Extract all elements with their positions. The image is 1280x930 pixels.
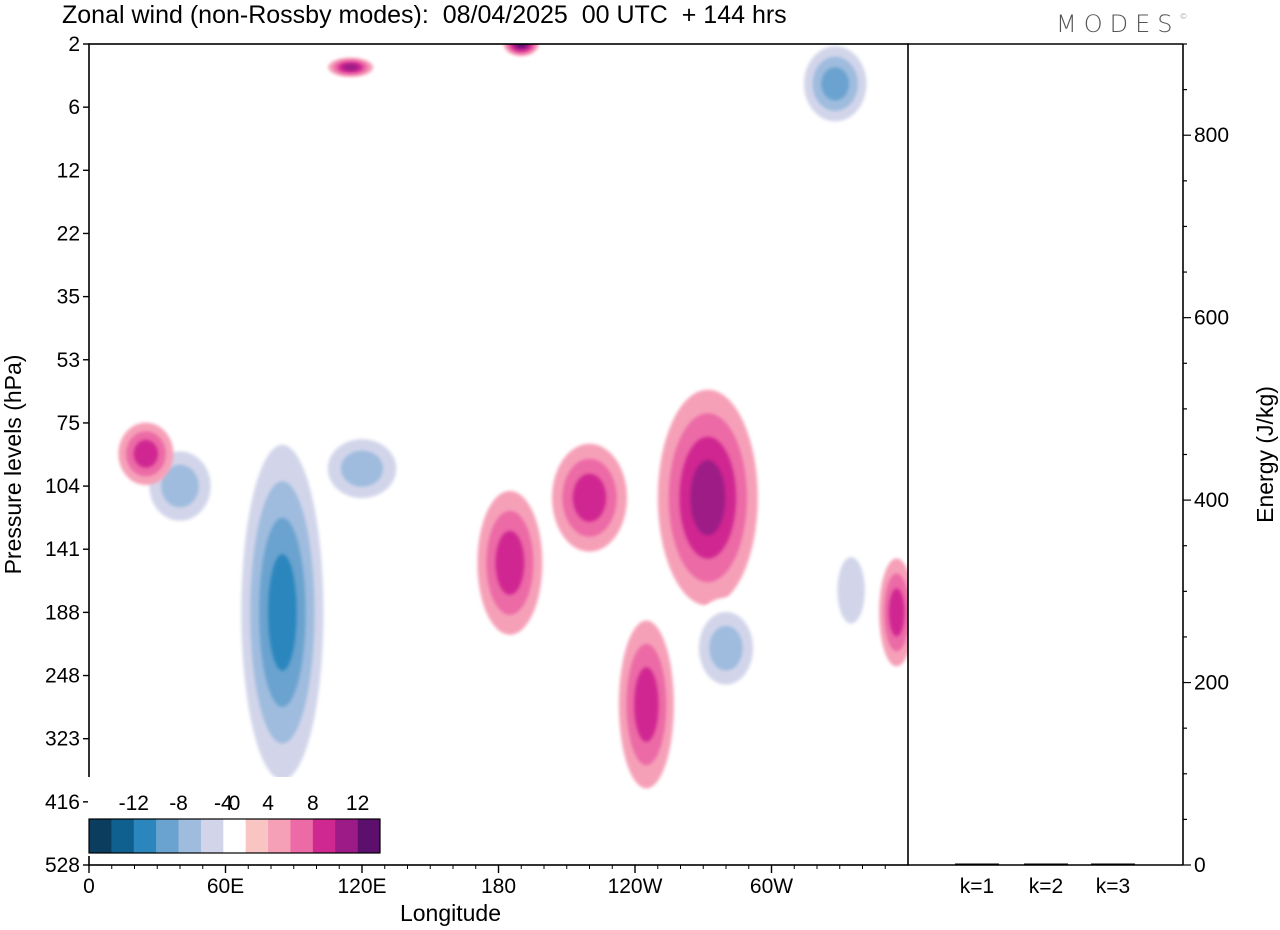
contour-blob [888,588,905,637]
colorbar-swatch [156,819,179,853]
y-tick-label: 416 [45,791,80,814]
colorbar-swatch [312,819,336,853]
energy-category-label: k=1 [960,875,994,898]
colorbar-label: 0 [229,792,241,815]
brand-mark: © [1179,12,1188,21]
contour-blob [495,530,525,595]
contour-blob [821,67,850,101]
colorbar-swatch [111,819,135,853]
energy-tick-label: 200 [1194,672,1229,695]
energy-category-label: k=3 [1096,875,1130,898]
x-tick-label: 60E [207,875,244,898]
contour-blob [709,625,743,671]
colorbar-label: -8 [169,792,188,815]
brand-logo: MODES© [1056,10,1187,38]
y-tick-label: 323 [45,728,80,751]
energy-axis-label: Energy (J/kg) [1252,386,1278,523]
energy-bar [955,863,999,865]
contour-blob [837,557,865,624]
contour-blob [634,667,659,742]
y-tick-label: 141 [45,538,80,561]
y-tick-label: 2 [68,33,80,56]
colorbar-label: -4 [214,792,233,815]
colorbar-swatch [200,819,224,853]
energy-bar [1024,863,1068,865]
y-axis-label: Pressure levels (hPa) [0,355,26,575]
x-tick-label: 120W [608,875,663,898]
colorbar-label: 4 [262,792,274,815]
energy-panel: 0 200 400 600 800 Energy (J/kg) k=1 k=2 k=3 [908,43,1278,898]
contour-blob [690,460,726,536]
y-tick-label: 75 [57,412,80,435]
colorbar-label: 12 [346,792,369,815]
y-tick-label: 53 [57,349,80,372]
colorbar-label: -12 [119,792,149,815]
y-tick-label: 6 [68,96,80,119]
colorbar: -12 -8 -40 4 8 12 [88,777,381,856]
contour-blob [133,439,159,468]
energy-tick-label: 600 [1194,307,1229,330]
contour-blob [161,464,199,508]
x-axis-label: Longitude [400,900,501,926]
contour-blob [268,554,297,671]
x-tick-label: 0 [83,875,95,898]
y-tick-label: 12 [57,159,80,182]
colorbar-label: 8 [307,792,319,815]
energy-tick-label: 800 [1194,124,1229,147]
colorbar-frame [88,818,381,854]
colorbar-swatch [357,819,381,853]
colorbar-swatch [290,819,314,853]
colorbar-swatch [89,819,112,853]
contour-blob [516,44,527,48]
x-tick-label: 120E [337,875,386,898]
y-tick-label: 22 [57,222,80,245]
energy-tick-label: 0 [1194,854,1206,877]
colorbar-swatch [335,819,358,853]
energy-tick-label: 400 [1194,489,1229,512]
x-tick-label: 60W [750,875,793,898]
colorbar-swatch [245,819,269,853]
energy-category-label: k=2 [1029,875,1063,898]
colorbar-swatch [133,819,157,853]
contour-blob [572,473,607,522]
brand-name: MODES [1056,10,1180,38]
y-tick-label: 528 [45,854,80,877]
y-tick-label: 35 [57,286,80,309]
wind-field [118,44,908,817]
colorbar-swatch [223,819,246,853]
y-tick-label: 248 [45,665,80,688]
contour-blob [342,64,359,71]
y-tick-label: 104 [45,475,80,498]
contour-blob [340,450,384,487]
colorbar-swatch [178,819,202,853]
x-tick-label: 180 [481,875,516,898]
colorbar-swatch [268,819,291,853]
chart-title: Zonal wind (non-Rossby modes): 08/04/202… [62,1,787,29]
energy-bar [1091,863,1135,865]
y-tick-label: 188 [45,601,80,624]
